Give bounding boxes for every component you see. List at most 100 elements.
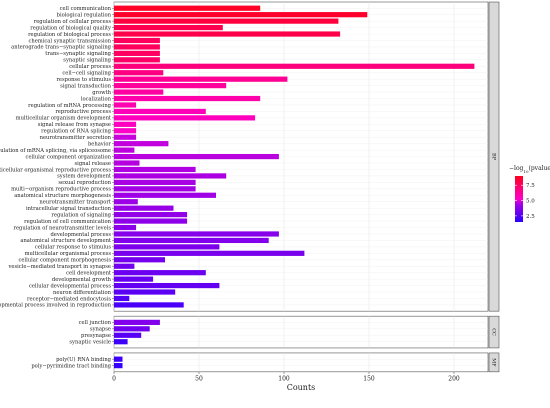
bar (114, 121, 137, 127)
category-label: cellular component morphogenesis (19, 258, 112, 264)
category-label: presynapse (81, 333, 111, 339)
bar (114, 270, 206, 276)
legend-tick-label: 7.5 (526, 183, 535, 189)
bar (114, 128, 137, 134)
category-label: system development (57, 174, 112, 180)
category-label: regulation of RNA splicing (41, 129, 112, 135)
bar (114, 339, 128, 345)
category-label: signal transduction (60, 83, 111, 89)
panel-background (113, 315, 489, 349)
bar (114, 57, 160, 63)
category-label: neuron differentiation (53, 290, 112, 296)
bar (114, 18, 339, 24)
category-label: cell−cell signaling (62, 71, 111, 77)
facet-strip (488, 315, 500, 349)
category-label: regulation of mRNA splicing, via spliceo… (0, 148, 111, 154)
bar (114, 282, 220, 289)
bar (114, 160, 140, 166)
category-label: anatomical structure development (20, 238, 112, 244)
category-label: developmental process (50, 232, 111, 238)
category-label: sexual reproduction (58, 180, 111, 186)
category-label: chemical synaptic transmission (28, 38, 111, 44)
x-tick-label: 0 (112, 375, 116, 382)
bar (114, 24, 223, 31)
bar (114, 186, 196, 192)
bar (114, 231, 279, 237)
category-label: multi−organism reproductive process (11, 187, 111, 193)
category-label: biological regulation (57, 12, 112, 18)
category-label: signal release (75, 161, 112, 167)
category-label: cell communication (60, 6, 112, 12)
facet-strip-label: CC (491, 328, 497, 336)
category-label: cellular developmental process (29, 283, 111, 289)
legend-colorbar (515, 176, 523, 222)
bar (114, 263, 135, 269)
x-tick-label: 50 (195, 375, 203, 382)
bar (114, 276, 154, 282)
bar (114, 289, 176, 295)
category-label: intracellular signal transduction (26, 206, 112, 212)
category-label: reproductive process (55, 109, 111, 115)
bar (114, 363, 123, 369)
bar (114, 205, 174, 211)
bar (114, 319, 160, 325)
bar (114, 356, 123, 362)
category-label: response to stimulus (56, 77, 111, 83)
category-label: cell development (66, 270, 112, 276)
bar (114, 173, 227, 179)
bar (114, 332, 142, 338)
bar (114, 95, 261, 102)
category-label: behavior (88, 141, 112, 147)
category-label: regulation of biological quality (30, 25, 111, 31)
facet-strip-label: MF (491, 358, 497, 367)
bar (114, 44, 160, 50)
bar (114, 63, 475, 69)
category-label: regulation of biological process (28, 32, 111, 38)
bar (114, 212, 188, 218)
category-label: growth (92, 90, 111, 96)
category-label: neurotransmitter transport (39, 200, 112, 206)
legend-tick-label: 5.0 (526, 199, 535, 205)
bar (114, 102, 137, 108)
legend-tick-label: 2.5 (526, 214, 535, 220)
bar (114, 37, 160, 44)
category-label: cellular component organization (26, 154, 112, 160)
bar (114, 179, 196, 185)
x-tick-label: 200 (448, 375, 460, 382)
category-label: receptor−mediated endocytosis (27, 296, 111, 302)
category-label: neurotransmitter secretion (40, 135, 112, 141)
category-label: developmental growth (52, 277, 112, 283)
category-label: poly(U) RNA binding (56, 356, 112, 363)
bar (114, 218, 188, 224)
category-label: regulation of signaling (51, 212, 111, 218)
category-label: anterograde trans−synaptic signaling (11, 45, 112, 51)
bar (114, 89, 164, 95)
category-label: regulation of cell communication (24, 219, 112, 225)
x-tick-label: 150 (363, 375, 375, 382)
bar (114, 108, 206, 115)
category-label: regulation of mRNA processing (28, 103, 111, 109)
panel-background (113, 352, 489, 373)
category-label: poly−pyrimidine tract binding (31, 363, 111, 369)
category-label: regulation of cellular process (34, 19, 112, 25)
category-label: regulation of neurotransmitter levels (13, 225, 111, 231)
bar (114, 147, 135, 153)
category-label: multicellular organism development (16, 116, 112, 122)
category-label: signal release from synapse (38, 122, 111, 128)
category-label: anatomical structure morphogenesis (14, 193, 111, 199)
category-label: synapse (90, 327, 111, 333)
category-label: cell junction (79, 320, 112, 326)
bar (114, 199, 138, 205)
bar (114, 257, 165, 263)
bar (114, 224, 137, 231)
bar (114, 166, 196, 173)
bar (114, 244, 220, 250)
legend-title: −log10(pvalue) (509, 165, 550, 174)
category-label: synaptic signaling (63, 58, 111, 64)
category-label: vesicle−mediated transport in synapse (7, 264, 111, 270)
bar (114, 31, 341, 37)
category-label: cellular process (69, 64, 111, 70)
bar (114, 326, 150, 332)
